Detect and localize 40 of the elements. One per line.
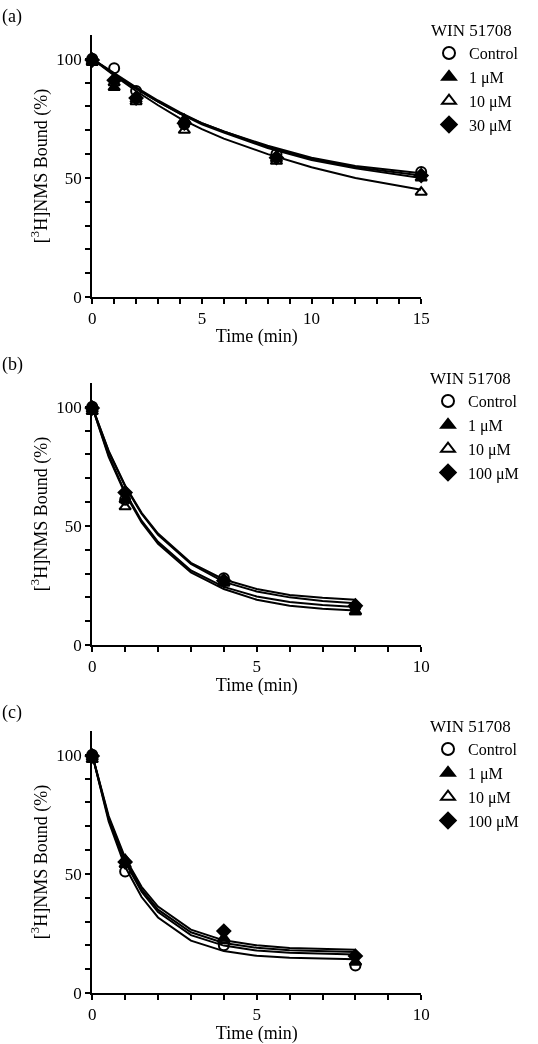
legend-label: 1 μM: [469, 69, 504, 88]
y-tick-label: 100: [56, 397, 82, 417]
legend-title: WIN 51708: [430, 369, 511, 389]
x-axis-title: Time (min): [215, 326, 298, 347]
x-tick-label: 5: [252, 1005, 261, 1025]
x-tick-label: 0: [87, 657, 97, 677]
legend-label: 1 μM: [468, 765, 503, 784]
x-tick-label: 0: [87, 309, 97, 329]
y-tick-label: 50: [64, 864, 82, 884]
x-tick-label: 0: [87, 1005, 97, 1025]
legend-label: 10 μM: [469, 92, 512, 111]
x-tick-label: 5: [197, 309, 207, 329]
x-tick-label: 10: [412, 1005, 430, 1025]
legend-label: 100 μM: [468, 464, 519, 483]
x-axis-title: Time (min): [215, 1023, 298, 1044]
y-tick-label: 0: [73, 287, 82, 307]
chart-title: (b): [2, 354, 23, 375]
y-tick-label: 50: [64, 516, 82, 536]
legend-label: Control: [468, 393, 518, 411]
y-tick-label: 100: [56, 745, 82, 765]
y-tick-label: 50: [64, 168, 82, 188]
x-tick-label: 5: [252, 657, 261, 677]
x-tick-label: 10: [303, 309, 321, 329]
legend-label: 1 μM: [468, 417, 503, 436]
legend-label: 30 μM: [469, 116, 512, 135]
legend-label: 10 μM: [468, 440, 511, 459]
legend-label: Control: [469, 45, 519, 63]
chart-title: (c): [2, 702, 22, 723]
x-tick-label: 15: [412, 309, 430, 329]
x-tick-label: 10: [412, 657, 430, 677]
y-tick-label: 0: [73, 635, 82, 655]
chart-title: (a): [2, 6, 22, 27]
legend-label: 100 μM: [468, 812, 519, 831]
legend-label: Control: [468, 741, 518, 759]
legend-label: 10 μM: [468, 788, 511, 807]
legend-title: WIN 51708: [430, 717, 511, 737]
x-axis-title: Time (min): [215, 675, 298, 696]
legend-title: WIN 51708: [431, 21, 512, 41]
y-tick-label: 100: [56, 49, 82, 69]
y-tick-label: 0: [73, 983, 82, 1003]
